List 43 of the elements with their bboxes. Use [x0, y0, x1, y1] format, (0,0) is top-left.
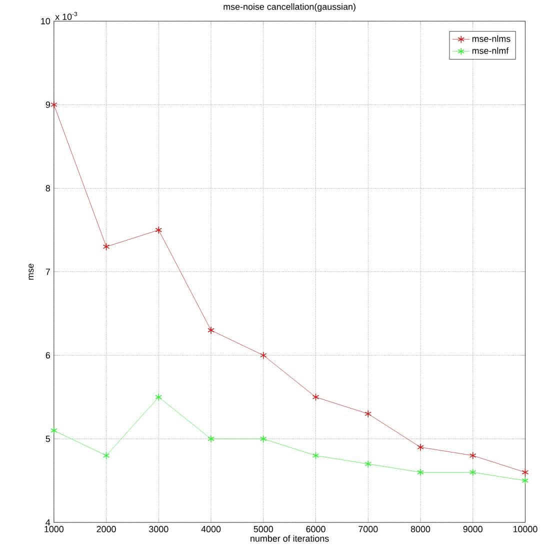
y-tick-label: 10: [41, 18, 50, 24]
point: [416, 443, 424, 452]
y-tick-label: 6: [46, 352, 50, 358]
point: [522, 468, 529, 476]
x-tick-label: 9000: [463, 526, 482, 532]
x-tick-label: 5000: [254, 526, 273, 532]
x-tick-label: 7000: [358, 526, 378, 532]
x-tick-label: 3000: [148, 526, 168, 532]
point: [102, 242, 110, 251]
y-axis-title: mse: [28, 264, 34, 280]
point: [312, 452, 320, 460]
point: [208, 434, 214, 443]
point: [312, 393, 320, 401]
chart-title: mse-noise cancellation(gaussian): [224, 3, 356, 12]
point: [364, 410, 372, 418]
point: [50, 426, 58, 434]
y-tick-label: 5: [46, 436, 50, 442]
x-axis-title: number of iterations: [250, 535, 329, 542]
y-tick-label: 9: [46, 102, 50, 108]
x-tick-label: 8000: [410, 526, 430, 532]
point: [260, 434, 267, 443]
point: [522, 476, 529, 485]
point: [50, 100, 58, 109]
legend-label: mse-nlms: [472, 35, 510, 42]
point: [469, 452, 476, 460]
x-tick-label: 4000: [201, 526, 221, 532]
point: [102, 452, 110, 460]
legend-label: mse-nlmf: [472, 47, 509, 54]
y-tick-label: 8: [46, 185, 50, 192]
point: [416, 468, 424, 476]
x-tick-label: 10000: [513, 526, 538, 532]
y-tick-label: 4: [46, 519, 50, 526]
x-tick-label: 1000: [44, 526, 64, 532]
point: [208, 326, 214, 334]
y-tick-label: 7: [46, 268, 50, 275]
x-tick-label: 2000: [96, 526, 116, 532]
point: [260, 351, 267, 360]
point: [155, 393, 162, 401]
x-tick-label: 6000: [306, 526, 326, 532]
point: [469, 468, 476, 476]
text: x 10$^{-3}$: [55, 12, 77, 20]
point: [364, 460, 372, 468]
point: [155, 226, 162, 234]
